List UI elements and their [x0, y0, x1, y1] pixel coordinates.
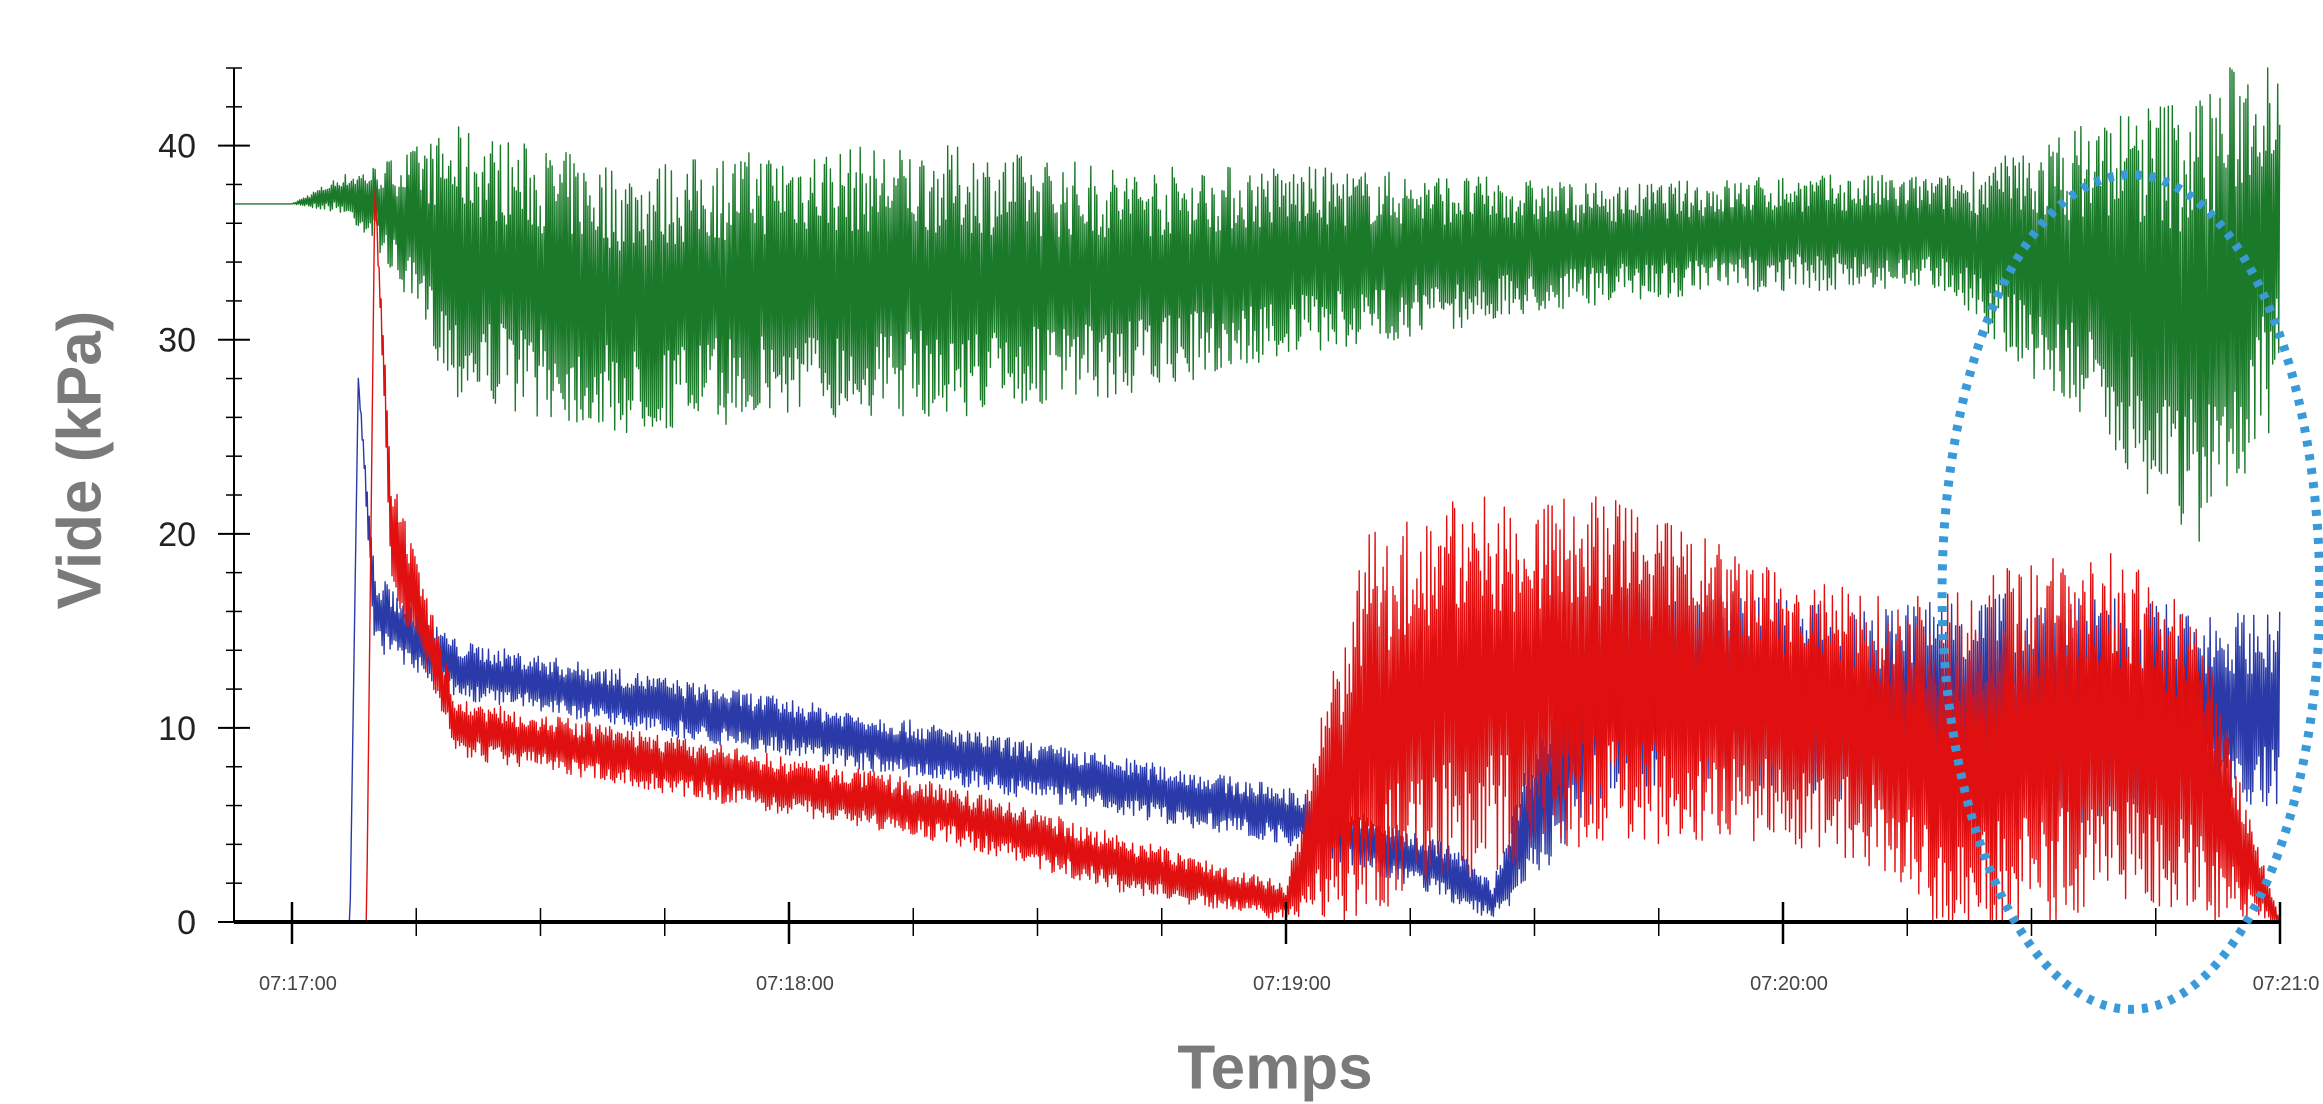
x-axis-title: Temps: [1177, 1033, 1373, 1103]
y-axis-title: Vide (kPa): [45, 310, 115, 610]
x-tick-label: 07:19:00: [1253, 973, 1331, 995]
x-tick-label: 07:20:00: [1750, 973, 1828, 995]
x-tick-label: 07:18:00: [756, 973, 834, 995]
y-tick-label: 20: [158, 516, 196, 554]
y-tick-label: 40: [158, 128, 196, 166]
y-tick-label: 30: [158, 322, 196, 360]
x-tick-label: 07:17:00: [259, 973, 337, 995]
annotation-layer: [1937, 170, 2323, 1014]
x-tick-label: 07:21:0: [2253, 973, 2320, 995]
axis-layer: 0 10 20 30 40 07:17:00 07:18:00 07:19:00 07:20:0…: [158, 67, 2320, 995]
y-tick-label: 10: [158, 710, 196, 748]
series-0-line: [234, 67, 2281, 542]
highlight-ellipse: [1937, 170, 2323, 1014]
series-2-line: [234, 189, 2280, 923]
series-layer: [234, 67, 2281, 923]
y-tick-label: 0: [177, 904, 196, 942]
